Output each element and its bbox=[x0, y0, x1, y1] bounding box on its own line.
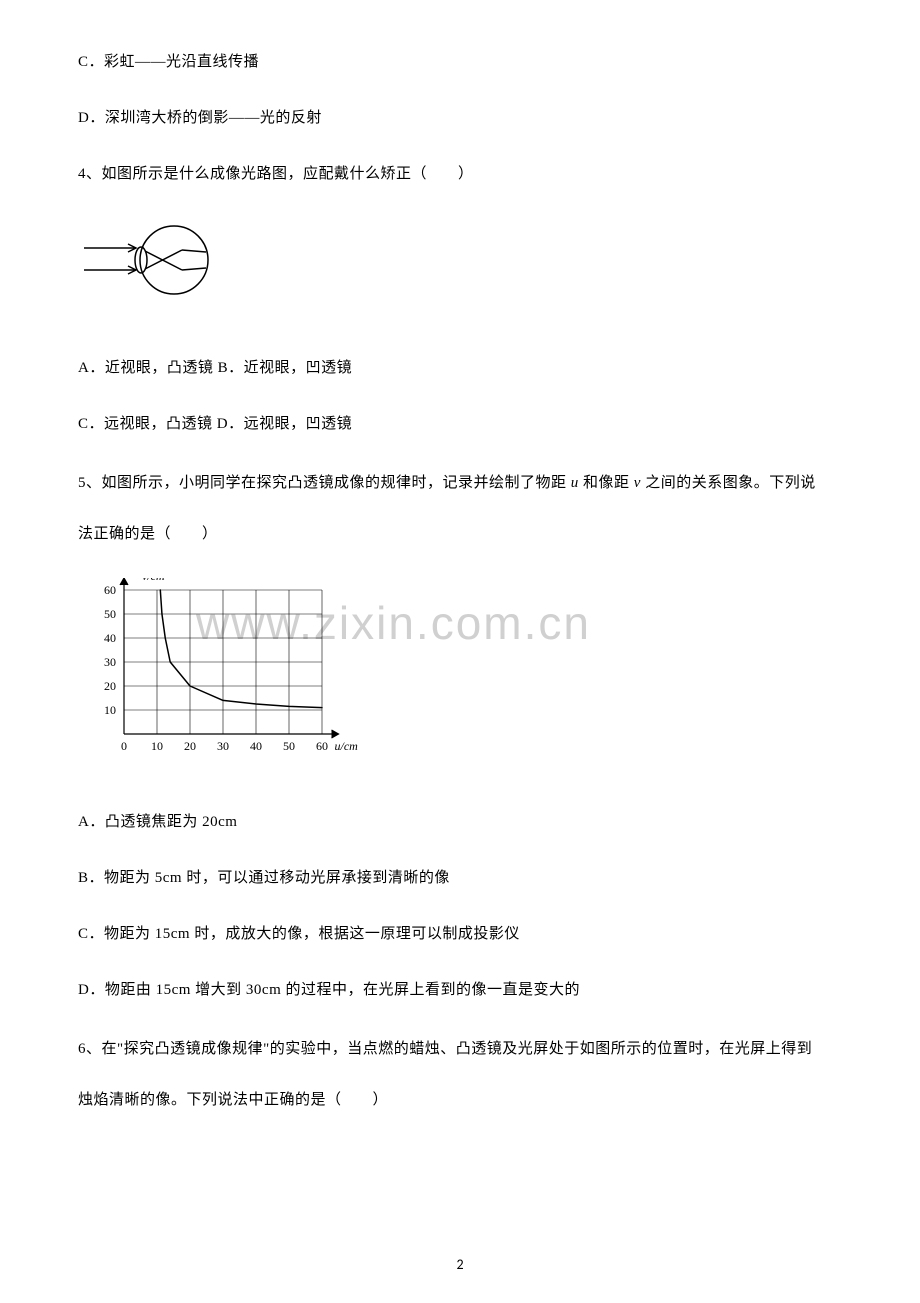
svg-text:30: 30 bbox=[217, 739, 229, 753]
q5-option-d: D．物距由 15cm 增大到 30cm 的过程中，在光屏上看到的像一直是变大的 bbox=[78, 978, 842, 1002]
uv-chart: 0 10 20 30 40 50 60 10 20 30 40 50 60 v/cm u/cm bbox=[78, 578, 358, 762]
q5-var-v: v bbox=[634, 475, 641, 491]
svg-text:u/cm: u/cm bbox=[335, 739, 359, 753]
svg-text:40: 40 bbox=[250, 739, 262, 753]
q6-stem-line1: 6、在"探究凸透镜成像规律"的实验中，当点燃的蜡烛、凸透镜及光屏处于如图所示的位… bbox=[78, 1034, 842, 1064]
q5-var-u: u bbox=[571, 475, 579, 491]
svg-text:20: 20 bbox=[184, 739, 196, 753]
q4-stem: 4、如图所示是什么成像光路图，应配戴什么矫正（ ） bbox=[78, 162, 842, 186]
q5-stem-part3: 之间的关系图象。下列说 bbox=[641, 475, 816, 491]
q5-stem-part2: 和像距 bbox=[579, 475, 634, 491]
q5-option-c: C．物距为 15cm 时，成放大的像，根据这一原理可以制成投影仪 bbox=[78, 922, 842, 946]
svg-text:50: 50 bbox=[104, 607, 116, 621]
document-body: C．彩虹——光沿直线传播 D．深圳湾大桥的倒影——光的反射 4、如图所示是什么成… bbox=[78, 50, 842, 1112]
svg-text:40: 40 bbox=[104, 631, 116, 645]
q6-stem-line2: 烛焰清晰的像。下列说法中正确的是（ ） bbox=[78, 1088, 842, 1112]
q5-option-b: B．物距为 5cm 时，可以通过移动光屏承接到清晰的像 bbox=[78, 866, 842, 890]
svg-text:50: 50 bbox=[283, 739, 295, 753]
svg-text:30: 30 bbox=[104, 655, 116, 669]
q3-option-c: C．彩虹——光沿直线传播 bbox=[78, 50, 842, 74]
svg-text:10: 10 bbox=[151, 739, 163, 753]
eye-diagram bbox=[78, 218, 222, 320]
svg-text:0: 0 bbox=[121, 739, 127, 753]
q5-option-a: A．凸透镜焦距为 20cm bbox=[78, 810, 842, 834]
page-number: 2 bbox=[456, 1256, 463, 1273]
q5-stem-line1: 5、如图所示，小明同学在探究凸透镜成像的规律时，记录并绘制了物距 u 和像距 v… bbox=[78, 468, 842, 498]
svg-text:60: 60 bbox=[316, 739, 328, 753]
svg-text:60: 60 bbox=[104, 583, 116, 597]
svg-text:10: 10 bbox=[104, 703, 116, 717]
q4-option-cd: C．远视眼，凸透镜 D．远视眼，凹透镜 bbox=[78, 412, 842, 436]
q4-option-ab: A．近视眼，凸透镜 B．近视眼，凹透镜 bbox=[78, 356, 842, 380]
q5-stem-part1: 5、如图所示，小明同学在探究凸透镜成像的规律时，记录并绘制了物距 bbox=[78, 475, 571, 491]
q5-stem-line2: 法正确的是（ ） bbox=[78, 522, 842, 546]
svg-text:v/cm: v/cm bbox=[142, 578, 165, 583]
svg-text:20: 20 bbox=[104, 679, 116, 693]
q3-option-d: D．深圳湾大桥的倒影——光的反射 bbox=[78, 106, 842, 130]
